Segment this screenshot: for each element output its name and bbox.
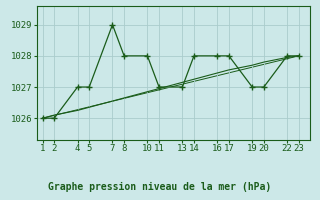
Text: Graphe pression niveau de la mer (hPa): Graphe pression niveau de la mer (hPa): [48, 182, 272, 192]
